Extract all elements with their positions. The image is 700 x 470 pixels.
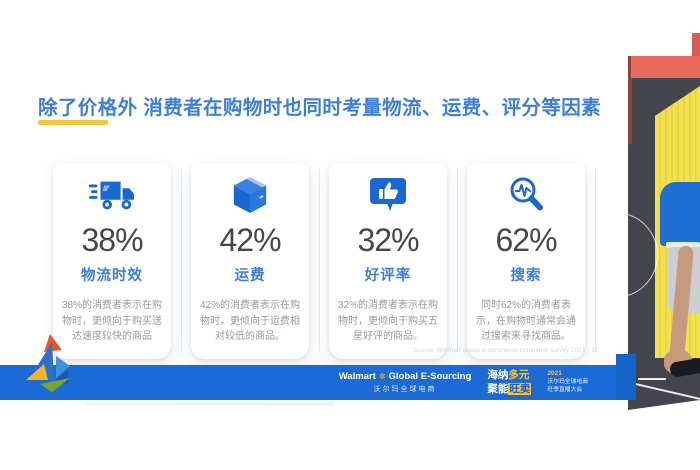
card-shipping-fee: 42% 运费 42%的消费者表示在购物时，更倾向于运费相对较低的商品。 [191, 163, 320, 359]
event-slogan: 海纳多元 聚能旺卖 [487, 368, 532, 396]
page-title: 除了价格外 消费者在购物时也同时考量物流、运费、评分等因素 [38, 97, 602, 120]
stage-backdrop-red-edge [692, 33, 700, 56]
footer-bar: Walmart ✲ Global E-Sourcing 沃尔玛全球电商 海纳多元… [0, 365, 632, 400]
stat-label: 搜索 [510, 268, 542, 284]
stat-value: 62% [495, 222, 557, 258]
truck-icon [89, 175, 135, 215]
walmart-wordmark: Walmart [338, 371, 376, 382]
presenter-shirt-hem [666, 242, 700, 248]
footer-reflection [85, 402, 335, 406]
stage-blue-panel [616, 354, 636, 400]
card-logistics: 38% 物流时效 38%的消费者表示在购物时，更倾向于购买送达速度较快的商品 [53, 163, 182, 359]
event-line: 旺季直播大会 [547, 386, 583, 393]
stage-circle-decor [628, 212, 658, 298]
presenter-shirt [660, 182, 700, 246]
stat-cards-row: 38% 物流时效 38%的消费者表示在购物时，更倾向于购买送达速度较快的商品 4… [53, 163, 596, 359]
walmart-suffix: Global E-Sourcing [388, 371, 472, 382]
stat-value: 42% [219, 222, 281, 258]
card-rating: 32% 好评率 32%的消费者表示在购物时，更倾向于购买五星好评的商品。 [329, 163, 458, 359]
stat-description: 同时62%的消费者表示，在购物时通常会通过搜索来寻找商品。 [476, 300, 576, 342]
walmart-spark-icon: ✲ [378, 372, 386, 381]
package-icon [231, 175, 269, 215]
stat-description: 42%的消费者表示在购物时，更倾向于运费相对较低的商品。 [199, 300, 300, 342]
stat-label: 运费 [234, 268, 266, 284]
stat-label: 好评率 [364, 268, 412, 284]
tangram-boat-logo [24, 332, 80, 401]
stat-value: 38% [81, 222, 143, 258]
stage-coral-strip [631, 56, 700, 78]
slogan-part-accent: 多元 [508, 368, 530, 381]
stage-floor-line [628, 379, 700, 403]
stat-description: 32%的消费者表示在购物时，更倾向于购买五星好评的商品。 [337, 300, 438, 342]
card-search: 62% 搜索 同时62%的消费者表示，在购物时通常会通过搜索来寻找商品。 [467, 163, 596, 359]
stat-label: 物流时效 [81, 268, 143, 284]
search-icon [506, 175, 546, 215]
slogan-part: 聚能 [487, 382, 509, 395]
stage-floor-line [638, 378, 666, 380]
slogan-part: 海纳 [487, 368, 509, 381]
stage-maroon-edge [628, 56, 632, 144]
source-note: Source: Walmart global e-commerce consum… [412, 347, 598, 354]
title-underline [38, 120, 108, 125]
slogan-part-highlight: 旺卖 [508, 382, 532, 395]
event-detail: 2021 沃尔玛全球电商 旺季直播大会 [547, 370, 588, 394]
event-year: 2021 [547, 370, 562, 378]
walmart-chinese-sub: 沃尔玛全球电商 [373, 386, 437, 393]
stat-description: 38%的消费者表示在购物时，更倾向于购买送达速度较快的商品 [61, 300, 162, 342]
event-line: 沃尔玛全球电商 [547, 379, 588, 386]
stage-scene [628, 56, 700, 410]
thumbs-up-icon [368, 175, 408, 215]
stat-value: 32% [357, 222, 419, 258]
walmart-logo: Walmart ✲ Global E-Sourcing 沃尔玛全球电商 [339, 371, 472, 394]
